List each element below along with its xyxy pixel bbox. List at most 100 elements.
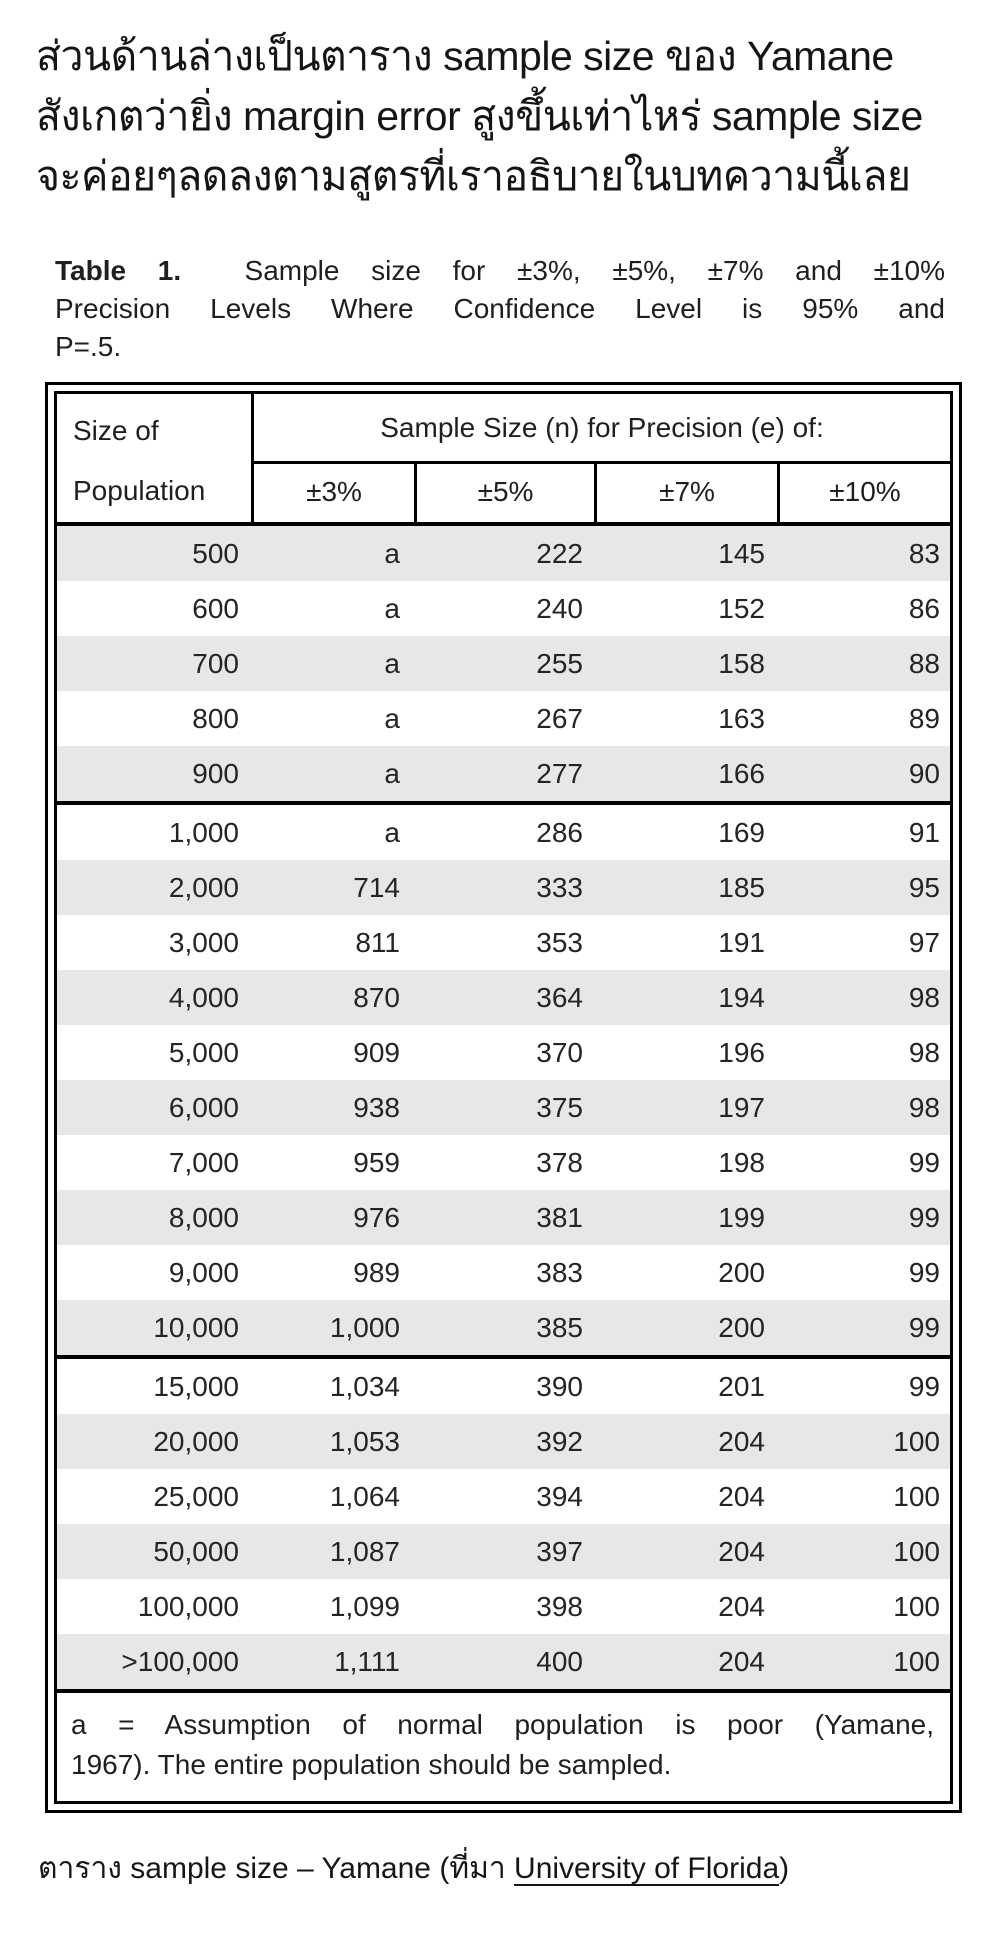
cell-7pct: 158 <box>718 647 765 679</box>
table-row: 4,000 870 364 194 98 <box>57 970 950 1025</box>
cell-3pct: a <box>384 757 400 789</box>
cell-population: 900 <box>192 757 239 789</box>
cell-10pct: 100 <box>893 1535 940 1567</box>
cell-population: 500 <box>192 537 239 569</box>
cell-7pct: 204 <box>718 1590 765 1622</box>
cell-5pct: 385 <box>536 1311 583 1343</box>
cell-5pct: 267 <box>536 702 583 734</box>
cell-3pct: 714 <box>353 871 400 903</box>
cell-population: 8,000 <box>168 1201 239 1233</box>
cell-10pct: 100 <box>893 1425 940 1457</box>
cell-7pct: 169 <box>718 816 765 848</box>
cell-3pct: a <box>384 702 400 734</box>
cell-population: 10,000 <box>153 1311 239 1343</box>
cell-population: 600 <box>192 592 239 624</box>
header-precision-7pct: ±7% <box>597 464 780 522</box>
cell-3pct: 1,087 <box>329 1535 400 1567</box>
cell-7pct: 199 <box>718 1201 765 1233</box>
cell-3pct: 959 <box>353 1146 400 1178</box>
table-row: 700 a 255 158 88 <box>57 636 950 691</box>
table-row: 900 a 277 166 90 <box>57 746 950 801</box>
cell-3pct: a <box>384 816 400 848</box>
cell-population: 800 <box>192 702 239 734</box>
table-row: 25,000 1,064 394 204 100 <box>57 1469 950 1524</box>
cell-7pct: 194 <box>718 981 765 1013</box>
table-body-block: 1,000 a 286 169 91 2,000 714 333 185 95 3,000 811 35… <box>57 801 950 1355</box>
table-row: 500 a 222 145 83 <box>57 526 950 581</box>
cell-population: 4,000 <box>168 981 239 1013</box>
cell-5pct: 353 <box>536 926 583 958</box>
cell-5pct: 390 <box>536 1370 583 1402</box>
header-precision-5pct: ±5% <box>417 464 597 522</box>
table-row: 20,000 1,053 392 204 100 <box>57 1414 950 1469</box>
table-title-line-2: Precision Levels Where Confidence Level … <box>55 293 945 324</box>
table-row: 6,000 938 375 197 98 <box>57 1080 950 1135</box>
cell-7pct: 204 <box>718 1425 765 1457</box>
cell-7pct: 197 <box>718 1091 765 1123</box>
table-row: 1,000 a 286 169 91 <box>57 805 950 860</box>
cell-7pct: 191 <box>718 926 765 958</box>
cell-10pct: 98 <box>908 1036 940 1068</box>
header-size-of-population: Size of Population <box>57 394 254 522</box>
cell-population: 9,000 <box>168 1256 239 1288</box>
header-sample-size-span: Sample Size (n) for Precision (e) of: <box>254 394 950 464</box>
cell-3pct: a <box>384 647 400 679</box>
cell-3pct: 909 <box>353 1036 400 1068</box>
table-row: 800 a 267 163 89 <box>57 691 950 746</box>
caption-source-link[interactable]: University of Florida <box>514 1852 780 1885</box>
cell-5pct: 333 <box>536 871 583 903</box>
cell-5pct: 255 <box>536 647 583 679</box>
table-title-line-1-text: Sample size for ±3%, ±5%, ±7% and ±10% <box>244 255 945 286</box>
cell-population: 2,000 <box>168 871 239 903</box>
cell-3pct: 1,000 <box>329 1311 400 1343</box>
cell-population: >100,000 <box>121 1645 239 1677</box>
table-row: 600 a 240 152 86 <box>57 581 950 636</box>
cell-3pct: 976 <box>353 1201 400 1233</box>
cell-5pct: 383 <box>536 1256 583 1288</box>
footnote-line-2: 1967). The entire population should be s… <box>71 1749 672 1780</box>
table-body-block: 500 a 222 145 83 600 a 240 152 86 700 a 255 158 88 800 a… <box>57 526 950 801</box>
cell-10pct: 100 <box>893 1645 940 1677</box>
cell-10pct: 89 <box>908 702 940 734</box>
intro-line-1: ส่วนด้านล่างเป็นตาราง sample size ของ Ya… <box>36 33 894 79</box>
cell-population: 7,000 <box>168 1146 239 1178</box>
cell-10pct: 88 <box>908 647 940 679</box>
cell-10pct: 99 <box>908 1146 940 1178</box>
cell-5pct: 277 <box>536 757 583 789</box>
cell-10pct: 83 <box>908 537 940 569</box>
cell-5pct: 381 <box>536 1201 583 1233</box>
cell-7pct: 185 <box>718 871 765 903</box>
cell-10pct: 98 <box>908 981 940 1013</box>
footnote-line-1: a = Assumption of normal population is p… <box>71 1709 934 1740</box>
cell-population: 50,000 <box>153 1535 239 1567</box>
cell-10pct: 100 <box>893 1590 940 1622</box>
cell-5pct: 392 <box>536 1425 583 1457</box>
cell-7pct: 204 <box>718 1480 765 1512</box>
caption-prefix: ตาราง sample size – Yamane (ที่มา <box>38 1852 515 1885</box>
cell-7pct: 163 <box>718 702 765 734</box>
table-row: 9,000 989 383 200 99 <box>57 1245 950 1300</box>
cell-3pct: a <box>384 592 400 624</box>
cell-7pct: 166 <box>718 757 765 789</box>
cell-10pct: 95 <box>908 871 940 903</box>
table-title: Table 1. Sample size for ±3%, ±5%, ±7% a… <box>55 252 945 366</box>
cell-3pct: 1,064 <box>329 1480 400 1512</box>
header-precision-3pct: ±3% <box>254 464 417 522</box>
cell-3pct: 1,099 <box>329 1590 400 1622</box>
cell-10pct: 97 <box>908 926 940 958</box>
cell-population: 700 <box>192 647 239 679</box>
header-size-of: Size of <box>73 415 159 446</box>
table-row: 2,000 714 333 185 95 <box>57 860 950 915</box>
cell-population: 5,000 <box>168 1036 239 1068</box>
table-body-block: 15,000 1,034 390 201 99 20,000 1,053 392 204 100 2… <box>57 1355 950 1689</box>
cell-5pct: 240 <box>536 592 583 624</box>
header-precision-10pct: ±10% <box>829 476 901 507</box>
cell-population: 25,000 <box>153 1480 239 1512</box>
cell-7pct: 198 <box>718 1146 765 1178</box>
cell-5pct: 397 <box>536 1535 583 1567</box>
cell-10pct: 99 <box>908 1201 940 1233</box>
cell-3pct: 870 <box>353 981 400 1013</box>
cell-7pct: 152 <box>718 592 765 624</box>
table-inner-frame: Size of Population Sample Size (n) for P… <box>54 391 953 1804</box>
table-row: 8,000 976 381 199 99 <box>57 1190 950 1245</box>
